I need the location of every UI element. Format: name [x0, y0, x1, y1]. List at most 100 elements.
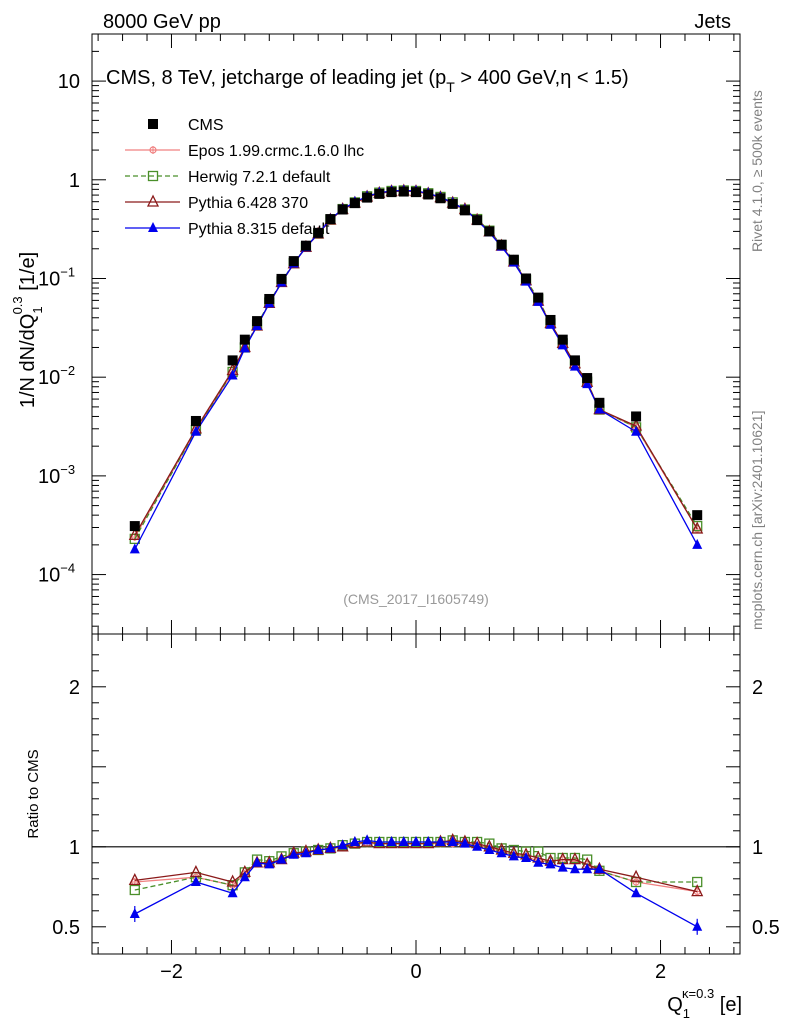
legend-marker-pythia-6-428-370 — [146, 194, 160, 207]
ratio-point-pythia-8-315-default — [496, 847, 507, 858]
ratio-plot-series — [128, 832, 704, 935]
ratio-point-pythia-8-315-default — [411, 836, 421, 846]
ratio-point-pythia-8-315-default — [631, 887, 642, 898]
point-cms — [472, 215, 483, 226]
ratio-point-pythia-8-315-default — [484, 844, 495, 854]
point-pythia-8-315-default — [569, 360, 580, 371]
point-pythia-8-315-default — [190, 425, 201, 436]
point-pythia-6-428-370 — [128, 527, 141, 540]
ratio-point-pythia-8-315-default — [264, 858, 275, 869]
analysis-id: (CMS_2017_I1605749) — [343, 591, 489, 607]
ratio-point-pythia-8-315-default — [521, 852, 532, 862]
header-left: 8000 GeV pp — [103, 11, 221, 33]
ratio-point-pythia-8-315-default — [557, 861, 568, 872]
point-cms — [521, 273, 532, 284]
ratio-point-pythia-8-315-default — [252, 856, 263, 867]
point-cms — [300, 240, 311, 251]
point-pythia-8-315-default — [582, 378, 593, 389]
ratio-point-herwig-7-2-1-default — [533, 846, 544, 857]
legend-label-cms: CMS — [188, 117, 224, 134]
point-cms — [459, 205, 470, 216]
ratio-point-pythia-8-315-default — [337, 839, 348, 850]
point-cms — [190, 415, 201, 426]
point-cms — [349, 198, 360, 209]
point-pythia-8-315-default — [631, 425, 642, 436]
point-pythia-6-428-370 — [691, 521, 704, 534]
ratio-point-herwig-7-2-1-default — [129, 884, 140, 896]
point-pythia-8-315-default — [594, 403, 605, 414]
y-tick-label: 10−4 — [38, 561, 75, 587]
ratio-tick-label: 0.5 — [52, 917, 80, 939]
point-pythia-8-315-default — [227, 369, 238, 380]
rivet-label: Rivet 4.1.0, ≥ 500k events — [749, 90, 765, 252]
main-plot-series — [128, 183, 704, 554]
ratio-point-pythia-8-315-default — [276, 853, 287, 864]
y-tick-label: 10 — [58, 71, 80, 93]
point-cms — [325, 214, 336, 225]
x-tick-label: 2 — [655, 961, 666, 983]
ratio-point-pythia-8-315-default — [288, 848, 299, 859]
point-cms — [129, 521, 140, 532]
ratio-point-pythia-6-428-370 — [691, 884, 704, 897]
ratio-tick-label: 1 — [69, 837, 80, 859]
ratio-point-pythia-8-315-default — [398, 836, 409, 846]
point-cms — [545, 314, 556, 325]
plot-title-main: CMS, 8 TeV, jetcharge of leading jet (p — [106, 67, 446, 89]
point-cms — [435, 193, 446, 204]
point-pythia-8-315-default — [129, 543, 140, 554]
y-tick-label: 10−3 — [38, 462, 75, 488]
plot-title-sub: T — [446, 79, 455, 95]
series-line-epos-1-99-crmc-1-6-0-lhc — [134, 190, 698, 538]
point-cms — [484, 226, 495, 237]
legend: CMS Epos 1.99.crmc.1.6.0 lhc Herwig 7.2.1 … — [125, 117, 364, 238]
axis-ticks: −2 0 2 10 1 10−1 10−2 10−3 10−4 0.5 0.5 1 1 2 2 — [38, 33, 780, 983]
point-cms — [374, 188, 385, 199]
plot-title: CMS, 8 TeV, jetcharge of leading jet (pT… — [106, 67, 629, 95]
x-axis-label-sub: 1 — [683, 1006, 690, 1021]
x-axis-label-main: Q — [667, 994, 683, 1016]
y-axis-label: 1/N dN/dQ1 0.3 [1/e] — [10, 252, 45, 408]
ratio-point-pythia-8-315-default — [545, 858, 556, 869]
ratio-point-pythia-8-315-default — [459, 837, 470, 848]
y-axis-label-unit: [1/e] — [17, 252, 39, 296]
ratio-point-pythia-8-315-default — [313, 844, 324, 854]
ratio-tick-label-right: 1 — [752, 837, 763, 859]
point-cms — [313, 227, 324, 238]
ratio-line-epos-1-99-crmc-1-6-0-lhc — [134, 842, 698, 893]
y-tick-label: 1 — [69, 170, 80, 192]
point-cms — [386, 187, 397, 198]
ratio-point-pythia-8-315-default — [349, 836, 360, 846]
point-cms — [496, 239, 507, 250]
ratio-point-pythia-8-315-default — [374, 836, 385, 846]
ratio-point-pythia-8-315-default — [569, 863, 580, 874]
legend-label-herwig-7-2-1-default: Herwig 7.2.1 default — [188, 169, 331, 186]
series-line-pythia-8-315-default — [134, 189, 698, 550]
ratio-tick-label: 2 — [69, 677, 80, 699]
point-pythia-8-315-default — [239, 342, 250, 353]
plot-title-tail: > 400 GeV,η < 1.5) — [455, 67, 629, 89]
point-cms — [533, 292, 544, 303]
mcplots-label: mcplots.cern.ch [arXiv:2401.10621] — [749, 411, 765, 630]
ratio-point-pythia-8-315-default — [472, 840, 483, 851]
ratio-point-pythia-8-315-default — [447, 836, 458, 846]
point-cms — [252, 316, 263, 327]
legend-label-epos-1-99-crmc-1-6-0-lhc: Epos 1.99.crmc.1.6.0 lhc — [188, 143, 364, 160]
ratio-point-pythia-8-315-default — [582, 863, 593, 874]
point-cms — [227, 355, 238, 366]
ratio-point-pythia-8-315-default — [386, 836, 397, 846]
ratio-line-pythia-8-315-default — [134, 839, 698, 928]
point-cms — [337, 204, 348, 215]
legend-marker-herwig-7-2-1-default — [147, 170, 159, 182]
point-cms — [264, 293, 275, 304]
x-axis-label-unit: [e] — [714, 994, 742, 1016]
legend-marker-pythia-8-315-default — [148, 222, 158, 232]
legend-marker-cms — [148, 119, 158, 129]
ratio-y-axis-label: Ratio to CMS — [25, 749, 42, 838]
x-tick-label: −2 — [160, 961, 183, 983]
y-axis-label-sup: 0.3 — [10, 296, 25, 314]
ratio-point-pythia-8-315-default — [300, 847, 311, 858]
ratio-point-pythia-8-315-default — [533, 856, 544, 867]
y-axis-label-sub: 1 — [30, 306, 45, 313]
series-line-pythia-6-428-370 — [134, 190, 698, 536]
